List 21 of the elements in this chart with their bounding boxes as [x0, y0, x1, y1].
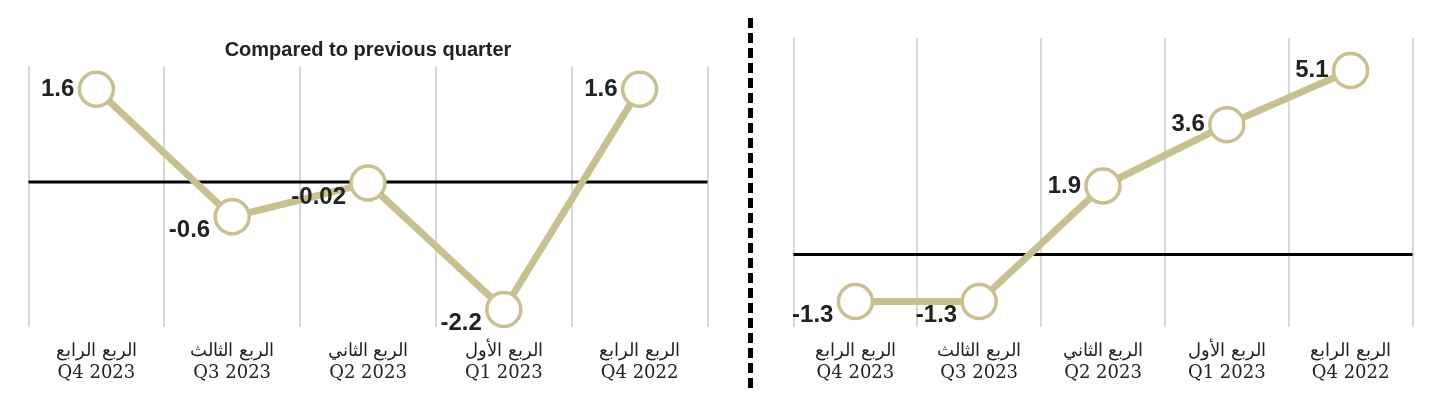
point [485, 290, 523, 329]
point [620, 70, 659, 108]
data-label: 1.9 [1047, 170, 1081, 198]
point [836, 282, 875, 321]
data-label: -2.2 [440, 308, 482, 336]
point [77, 70, 116, 108]
data-label: 1.6 [584, 73, 618, 101]
point [349, 164, 387, 202]
point [1331, 51, 1370, 90]
data-label: 1.6 [41, 73, 75, 101]
point [213, 197, 251, 236]
data-label: 3.6 [1171, 109, 1205, 137]
chart-title: Compared to previous quarter [224, 37, 512, 60]
data-label: -1.3 [792, 300, 834, 328]
data-label: 5.1 [1295, 55, 1329, 83]
point [1208, 105, 1246, 144]
data-label: -0.02 [291, 181, 346, 209]
point [960, 282, 998, 321]
data-label: -0.6 [168, 215, 211, 243]
point [1084, 167, 1122, 205]
data-label: -1.3 [915, 300, 958, 328]
